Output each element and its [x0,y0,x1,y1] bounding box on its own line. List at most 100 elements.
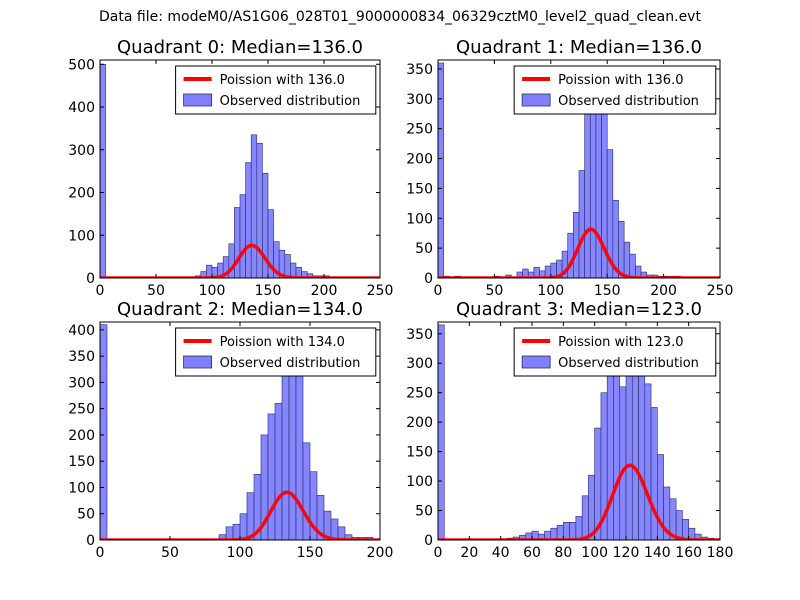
histogram-bar [239,194,246,278]
histogram-bar [250,134,258,278]
histogram-bar [225,526,234,540]
quadrant-0-plot-area [100,63,380,278]
y-tick-label: 250 [406,122,433,138]
x-tick-label: 140 [644,545,671,561]
histogram-bar [578,170,585,278]
y-tick-label: 150 [406,181,433,197]
x-tick-label: 100 [581,545,608,561]
legend-fit-label: Poission with 123.0 [558,335,683,350]
histogram-bar [290,262,297,278]
histogram-bar [206,264,213,278]
histogram-bar [302,442,311,540]
histogram-bar [675,510,683,540]
y-tick-label: 250 [406,386,433,402]
y-tick-label: 0 [86,271,95,287]
y-tick-label: 100 [406,211,433,227]
quadrant-2-title: Quadrant 2: Median=134.0 [117,299,363,320]
legend-observed-label: Observed distribution [558,94,699,109]
y-tick-label: 300 [406,356,433,372]
x-tick-label: 60 [523,545,541,561]
legend-observed-label: Observed distribution [220,356,361,371]
y-tick-label: 200 [406,152,433,168]
quadrant-1-axes-frame [437,59,721,279]
y-tick-label: 0 [86,533,95,549]
figure-suptitle: Data file: modeM0/AS1G06_028T01_90000008… [99,9,701,25]
legend-observed-label: Observed distribution [220,94,361,109]
x-tick-label: 120 [613,545,640,561]
quadrant-3-panel: Quadrant 3: Median=123.00 20 40 60 80 100 120 1… [406,299,733,561]
quadrant-3-title: Quadrant 3: Median=123.0 [456,299,702,320]
histogram-bar [567,232,574,278]
legend-observed-swatch [521,355,551,369]
histogram-bar [650,407,658,540]
quadrant-2-legend: Poission with 134.0 Observed distribution [175,327,377,377]
histogram-bar [256,143,263,278]
y-tick-label: 100 [68,480,95,496]
quadrant-0-title: Quadrant 0: Median=136.0 [117,37,363,58]
histogram-bar [569,522,577,540]
y-tick-label: 50 [415,241,433,257]
histogram-bar [246,492,255,540]
legend-observed-swatch [521,93,551,107]
quadrant-0-legend: Poission with 136.0 Observed distribution [175,65,377,115]
x-tick-label: 200 [367,545,394,561]
y-tick-label: 300 [406,92,433,108]
histogram-bar [618,220,625,278]
histogram-bar [556,524,564,540]
y-tick-label: 0 [424,271,433,287]
histogram-bar [625,348,633,540]
histogram-bar [330,518,339,540]
histogram-bar [575,516,583,540]
legend-fit-label: Poission with 136.0 [220,73,345,88]
x-tick-label: 50 [147,283,165,299]
histogram-bar [682,519,689,540]
y-tick-label: 0 [424,533,433,549]
poisson-fit-curve [438,463,720,540]
legend-observed-swatch [183,355,213,369]
histogram-bar [638,374,646,540]
quadrant-3-plot-area [438,324,720,540]
quadrant-1-title: Quadrant 1: Median=136.0 [456,37,702,58]
quadrant-1-legend: Poission with 136.0 Observed distribution [513,65,717,115]
histogram-bar [438,324,445,540]
quadrant-1-plot-area [438,62,720,278]
y-tick-label: 100 [406,474,433,490]
x-tick-label: 0 [434,545,443,561]
y-tick-label: 200 [68,428,95,444]
y-tick-label: 500 [68,57,95,73]
histogram-bar [563,522,570,540]
x-tick-label: 200 [650,283,677,299]
x-tick-label: 100 [537,283,564,299]
legend-observed-swatch [183,93,213,107]
y-tick-label: 150 [406,445,433,461]
histogram-bar [239,513,248,540]
y-tick-label: 50 [415,504,433,520]
x-tick-label: 150 [594,283,621,299]
x-tick-label: 0 [96,545,105,561]
histogram-bar [337,526,346,540]
y-tick-label: 350 [406,327,433,343]
x-tick-label: 100 [199,283,226,299]
x-tick-label: 180 [707,545,734,561]
histogram-bar [623,241,631,278]
histogram-bar [234,207,241,278]
legend-fit-label: Poission with 134.0 [220,335,345,350]
x-tick-label: 250 [367,283,394,299]
quadrant-3-legend: Poission with 123.0 Observed distribution [513,327,717,377]
x-tick-label: 100 [227,545,254,561]
x-tick-label: 80 [554,545,572,561]
quadrant-2-panel: Quadrant 2: Median=134.0 0 50 100 150 200 0 50 1… [68,299,393,561]
poisson-fit-curve [100,243,380,278]
y-tick-label: 400 [68,100,95,116]
y-tick-label: 350 [406,62,433,78]
quadrant-2-plot-area [100,324,380,540]
x-tick-label: 50 [485,283,503,299]
x-tick-label: 0 [434,283,443,299]
x-tick-label: 200 [311,283,338,299]
histogram-bar [631,357,639,540]
x-tick-label: 40 [492,545,510,561]
quadrant-0-axes-frame [99,59,381,279]
x-tick-label: 150 [255,283,282,299]
histogram-bar [644,383,652,540]
quadrant-3-axes-frame [437,321,721,541]
